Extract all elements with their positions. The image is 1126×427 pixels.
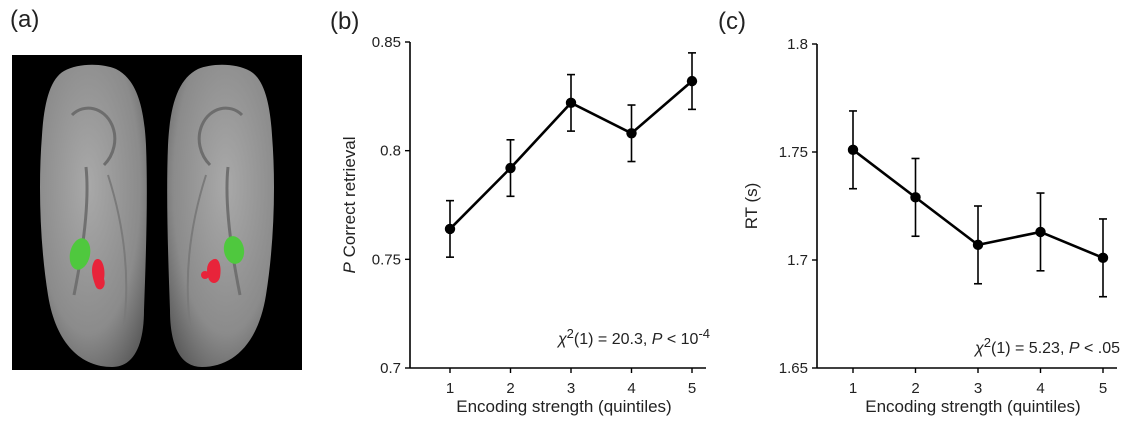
panel-label-b: (b) [330,8,360,35]
data-point [686,75,698,87]
data-point [910,192,921,203]
y-axis-title-text: Correct retrieval [340,137,359,263]
left-hemisphere [40,64,147,368]
x-tick-label: 2 [911,380,919,397]
x-tick-label: 3 [567,380,575,397]
data-point [444,223,456,235]
x-tick-label: 5 [688,380,696,397]
stat-df: 2 [567,326,574,341]
stat-end: < 10 [662,331,698,348]
x-tick-label: 2 [506,380,514,397]
stat-exp: -4 [698,326,710,341]
data-point [972,239,984,251]
y-tick-label: 0.75 [372,251,401,268]
y-axis-title: P Correct retrieval [340,137,359,274]
x-tick-label: 1 [446,380,454,397]
data-point [565,97,577,109]
brain-surfaces-image [40,64,274,368]
stat-p: P [1069,340,1080,357]
x-axis-title: Encoding strength (quintiles) [456,397,671,416]
panel-label-c: (c) [718,8,746,35]
stat-df: 2 [984,335,991,350]
y-tick-label: 0.7 [380,360,401,377]
data-point [1097,252,1109,264]
y-axis-title-text: RT (s) [742,183,761,230]
data-point [505,162,516,174]
x-tick-label: 5 [1099,380,1107,397]
stat-chi: χ [973,340,984,357]
stat-end: < .05 [1080,340,1121,357]
stat-mid: (1) = 20.3, [574,331,652,348]
x-tick-label: 4 [1036,380,1044,397]
stat-annotation: χ2(1) = 5.23, P < .05 [973,335,1120,357]
data-point [1035,226,1046,238]
x-tick-label: 4 [627,380,635,397]
y-tick-label: 1.7 [787,252,808,269]
y-axis-title-italic: P [340,261,359,273]
right-hemisphere [167,64,274,368]
panel-label-a: (a) [10,6,40,33]
x-tick-label: 1 [849,380,857,397]
y-tick-label: 1.8 [787,36,808,53]
chart-c: 1.65 1.7 1.75 1.8 1 2 3 4 5 Encoding strength (qu… [742,36,1120,416]
y-tick-label: 1.65 [779,360,808,377]
y-tick-label: 1.75 [779,144,808,161]
stat-annotation: χ2(1) = 20.3, P < 10-4 [556,326,710,348]
data-point [847,144,859,156]
stat-chi: χ [556,331,567,348]
y-axis-title: RT (s) [742,183,761,230]
brain-rendering [12,55,302,370]
stat-mid: (1) = 5.23, [991,340,1069,357]
x-axis-title: Encoding strength (quintiles) [865,397,1080,416]
x-tick-label: 3 [974,380,982,397]
y-tick-label: 0.8 [380,143,401,160]
stat-p: P [652,331,663,348]
chart-b: 0.7 0.75 0.8 0.85 1 2 3 4 5 Encoding strength (qu… [340,34,710,416]
y-tick-label: 0.85 [372,34,401,51]
data-point [626,128,637,139]
